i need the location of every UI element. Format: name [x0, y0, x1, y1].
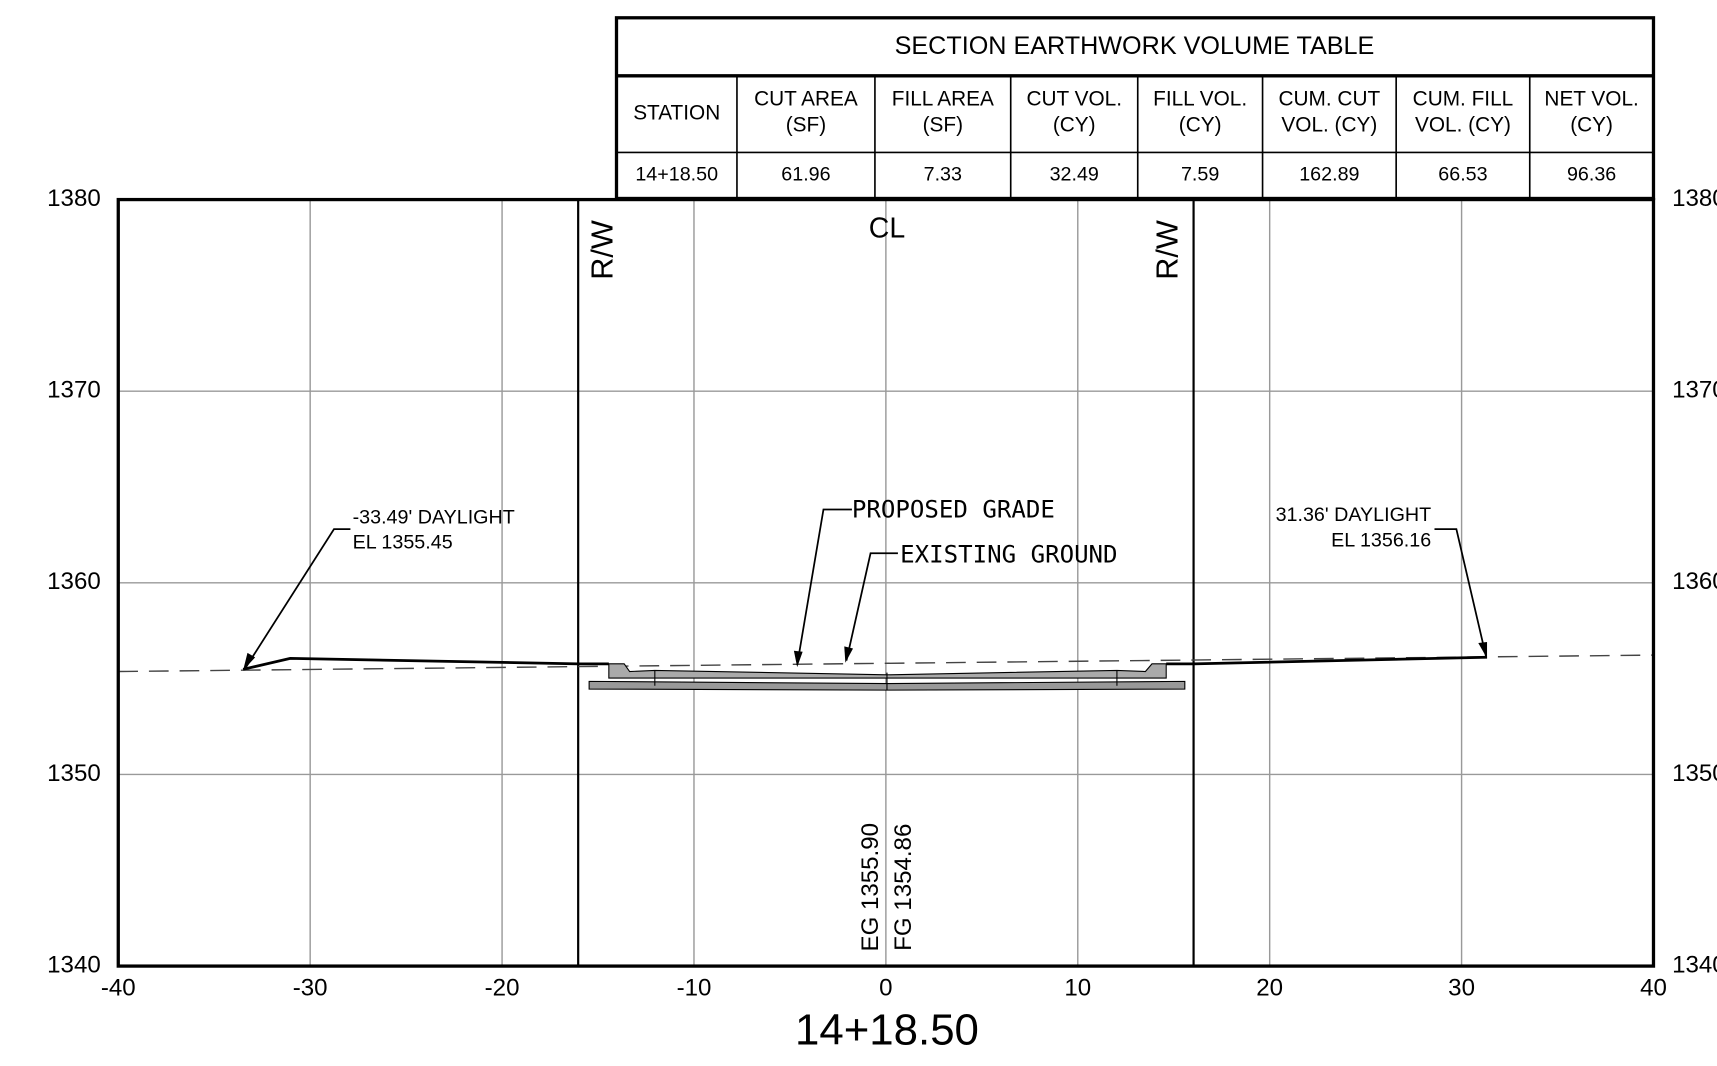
y-tick-label: 1350 — [47, 760, 101, 787]
column-header: FILL VOL. — [1153, 87, 1247, 110]
plot-border — [116, 197, 1656, 968]
y-tick-label: 1340 — [1672, 951, 1717, 978]
y-tick-label: 1340 — [47, 951, 101, 978]
proposed-grade — [1166, 655, 1488, 666]
arrowhead — [243, 652, 256, 671]
x-tick-label: 20 — [1256, 974, 1283, 1001]
table-cell: 162.89 — [1299, 164, 1359, 186]
x-tick-label: -10 — [677, 974, 712, 1001]
x-tick-label: 0 — [879, 974, 892, 1001]
daylight-label: EL 1356.16 — [1331, 529, 1431, 551]
column-header: VOL. (CY) — [1281, 114, 1377, 137]
proposed-grade — [242, 657, 609, 671]
column-header: CUM. FILL — [1413, 87, 1514, 110]
y-tick-label: 1370 — [47, 377, 101, 404]
daylight-label: -33.49' DAYLIGHT — [353, 506, 515, 528]
grid — [117, 198, 1655, 967]
station-label: 14+18.50 — [795, 1005, 979, 1054]
table-cell: 32.49 — [1050, 164, 1099, 186]
arrowhead — [793, 650, 803, 668]
column-header: (SF) — [786, 114, 826, 137]
table-cell: 66.53 — [1438, 164, 1487, 186]
x-tick-label: -20 — [485, 974, 520, 1001]
y-tick-label: 1380 — [1672, 185, 1717, 212]
y-tick-label: 1380 — [47, 185, 101, 212]
x-tick-label: 10 — [1064, 974, 1091, 1001]
arrowhead — [844, 646, 854, 663]
callout: PROPOSED GRADE — [852, 496, 1055, 524]
column-header: STATION — [633, 102, 720, 125]
cl-label: CL — [869, 213, 905, 245]
arrowhead — [1478, 641, 1488, 659]
column-header: (CY) — [1053, 114, 1096, 137]
leader — [796, 508, 852, 666]
leader — [1434, 528, 1487, 657]
column-header: VOL. (CY) — [1415, 114, 1511, 137]
table-cell: 14+18.50 — [635, 164, 718, 186]
column-header: CUM. CUT — [1279, 87, 1381, 110]
leaders — [244, 508, 1487, 669]
y-tick-label: 1360 — [47, 568, 101, 595]
rw-label: R/W — [586, 220, 620, 280]
table-cell: 96.36 — [1567, 164, 1616, 186]
rw-label: R/W — [1151, 220, 1185, 280]
daylight-label: EL 1355.45 — [353, 532, 453, 554]
leader — [845, 552, 898, 661]
table-cell: 7.59 — [1181, 164, 1219, 186]
existing-ground — [118, 654, 1654, 673]
volume-table: SECTION EARTHWORK VOLUME TABLE STATION CU… — [614, 16, 1656, 201]
column-header: NET VOL. — [1544, 87, 1638, 110]
column-header: (CY) — [1570, 114, 1613, 137]
table-cell: 7.33 — [924, 164, 962, 186]
column-header: CUT VOL. — [1026, 87, 1122, 110]
x-tick-label: 30 — [1448, 974, 1475, 1001]
y-tick-label: 1350 — [1672, 760, 1717, 787]
y-tick-label: 1360 — [1672, 568, 1717, 595]
arrowheads — [243, 641, 1488, 671]
column-header: (CY) — [1179, 114, 1222, 137]
pavement — [608, 663, 1167, 679]
fg-label: FG 1354.86 — [890, 824, 917, 951]
callout: EXISTING GROUND — [900, 540, 1117, 568]
column-header: CUT AREA — [754, 87, 858, 110]
x-tick-label: 40 — [1640, 974, 1667, 1001]
x-tick-label: -30 — [293, 974, 328, 1001]
table-title: SECTION EARTHWORK VOLUME TABLE — [895, 32, 1375, 60]
y-tick-label: 1370 — [1672, 377, 1717, 404]
column-header: (SF) — [923, 114, 963, 137]
eg-label: EG 1355.90 — [857, 823, 884, 952]
table-cell: 61.96 — [781, 164, 830, 186]
daylight-label: 31.36' DAYLIGHT — [1276, 504, 1432, 526]
leader — [244, 528, 351, 669]
column-header: FILL AREA — [892, 87, 994, 110]
x-tick-label: -40 — [101, 974, 136, 1001]
